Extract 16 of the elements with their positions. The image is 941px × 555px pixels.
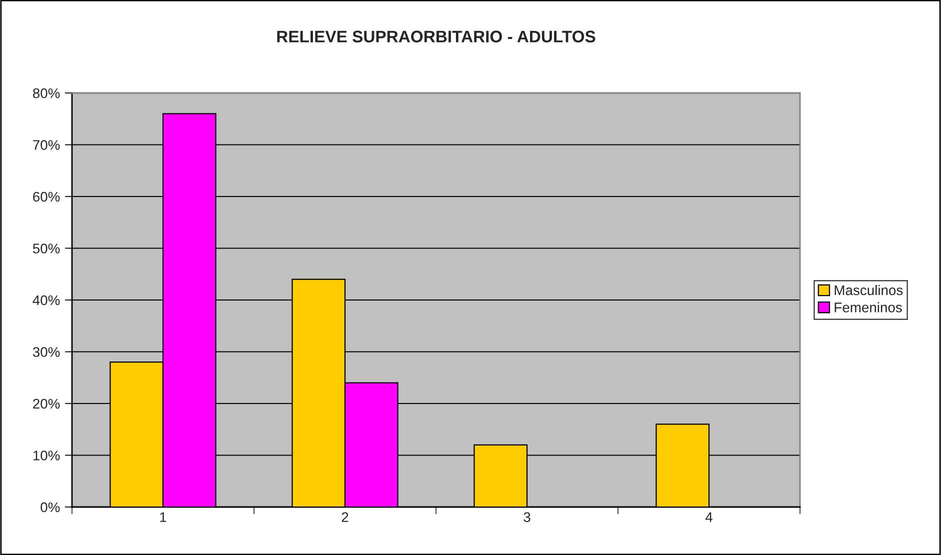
y-tick-label: 40% (32, 295, 60, 306)
y-tick-label: 30% (32, 347, 60, 357)
y-tick-label: 60% (33, 192, 60, 202)
chart-title: RELIEVE SUPRAORBITARIO - ADULTOS (277, 30, 596, 42)
y-tick-label: 20% (33, 398, 60, 409)
y-tick-label: 80% (33, 88, 60, 98)
legend-label: Femeninos (834, 302, 902, 312)
legend-label: Masculinos (834, 284, 903, 296)
x-tick-label: 1 (160, 512, 166, 522)
y-tick-label: 10% (33, 450, 60, 460)
x-tick-label: 2 (342, 512, 348, 522)
y-tick-label: 0% (40, 502, 60, 512)
x-tick-label: 4 (705, 512, 712, 522)
y-tick-label: 50% (32, 244, 60, 254)
y-tick-label: 70% (33, 140, 60, 150)
x-tick-label: 3 (524, 512, 530, 522)
